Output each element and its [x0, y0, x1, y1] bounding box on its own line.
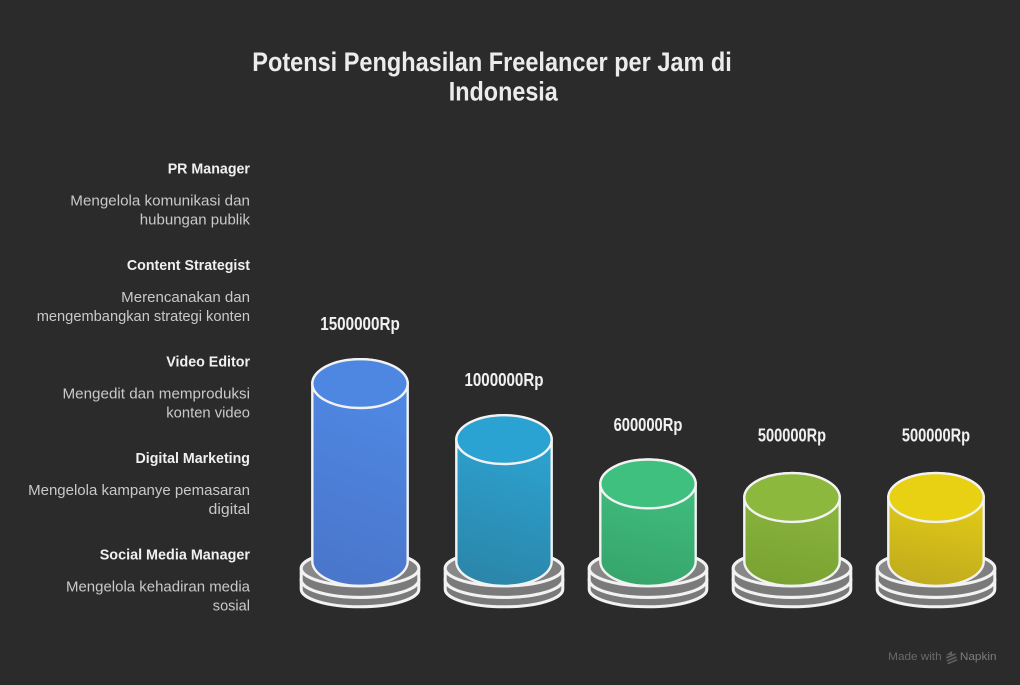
svg-text:hubungan publik: hubungan publik: [140, 212, 251, 229]
svg-text:Mengedit dan memproduksi: Mengedit dan memproduksi: [63, 386, 251, 403]
svg-text:Mengelola kehadiran media: Mengelola kehadiran media: [66, 579, 251, 596]
svg-text:Napkin: Napkin: [960, 651, 997, 663]
svg-text:600000Rp: 600000Rp: [614, 415, 683, 435]
svg-text:konten video: konten video: [166, 405, 250, 422]
svg-text:Social Media Manager: Social Media Manager: [100, 547, 250, 564]
svg-text:Made with: Made with: [888, 651, 941, 663]
svg-text:Mengelola komunikasi dan: Mengelola komunikasi dan: [70, 193, 250, 210]
svg-text:PR Manager: PR Manager: [168, 161, 250, 178]
svg-text:500000Rp: 500000Rp: [902, 426, 970, 446]
svg-text:Indonesia: Indonesia: [449, 77, 558, 107]
svg-text:Mengelola kampanye pemasaran: Mengelola kampanye pemasaran: [28, 482, 250, 499]
svg-text:500000Rp: 500000Rp: [758, 426, 826, 446]
svg-text:digital: digital: [209, 501, 251, 518]
svg-text:mengembangkan strategi konten: mengembangkan strategi konten: [37, 308, 250, 325]
svg-text:sosial: sosial: [213, 598, 250, 615]
svg-text:1500000Rp: 1500000Rp: [320, 314, 400, 334]
svg-text:Digital Marketing: Digital Marketing: [136, 450, 251, 467]
svg-text:Merencanakan dan: Merencanakan dan: [121, 289, 250, 306]
svg-text:Potensi Penghasilan Freelancer: Potensi Penghasilan Freelancer per Jam d…: [252, 47, 732, 77]
svg-text:Video Editor: Video Editor: [166, 354, 250, 371]
svg-text:Content Strategist: Content Strategist: [127, 257, 250, 274]
svg-text:1000000Rp: 1000000Rp: [465, 370, 544, 390]
